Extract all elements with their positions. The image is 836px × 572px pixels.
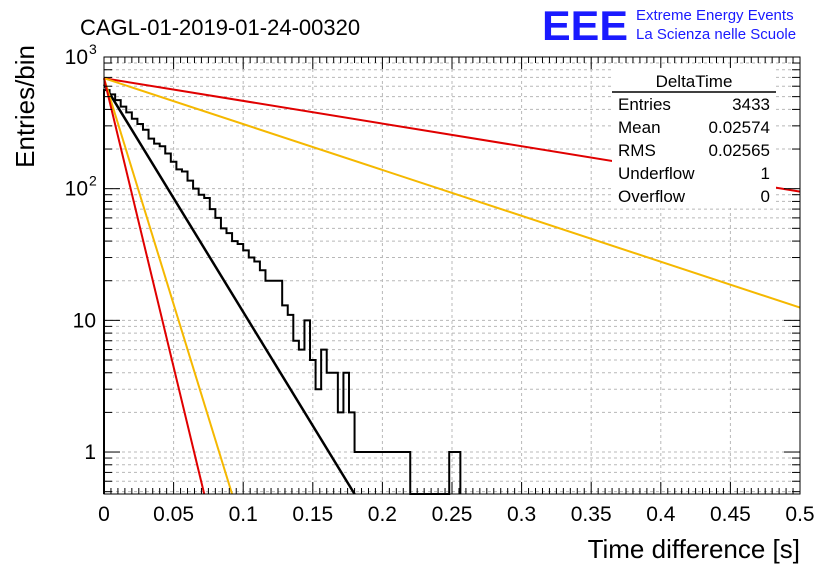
stats-rms-label: RMS (618, 141, 656, 160)
x-tick-label: 0.45 (710, 503, 751, 526)
logo-line-2: La Scienza nelle Scuole (636, 26, 796, 43)
x-tick-label: 0.05 (153, 503, 194, 526)
y-tick-exponent: 3 (89, 41, 97, 57)
x-tick-label: 0.5 (785, 503, 814, 526)
fit-line (103, 77, 206, 495)
x-tick-label: 0.15 (292, 503, 333, 526)
stats-box: DeltaTime Entries 3433 Mean 0.02574 RMS … (612, 68, 776, 208)
x-tick-label: 0.2 (368, 503, 397, 526)
fit-line (103, 77, 801, 309)
x-tick-label: 0 (98, 503, 110, 526)
x-tick-label: 0.3 (507, 503, 536, 526)
y-axis-label: Entries/bin (10, 45, 40, 168)
x-tick-label: 0.4 (646, 503, 676, 526)
stats-entries-value: 3433 (732, 95, 770, 114)
stats-underflow-label: Underflow (618, 164, 695, 183)
y-tick-label: 10 (65, 46, 88, 69)
y-tick-exponent: 2 (89, 173, 97, 189)
grid (104, 57, 800, 494)
histogram-outline (103, 89, 462, 495)
stats-rms-value: 0.02565 (709, 141, 770, 160)
axis-ticks: 0 0.05 0.1 0.15 0.2 0.25 0.3 0.35 0.4 0.45 0.51101… (65, 41, 815, 526)
y-tick-label: 1 (84, 441, 96, 464)
x-tick-label: 0.1 (229, 503, 258, 526)
chart-title: CAGL-01-2019-01-24-00320 (80, 15, 360, 40)
x-tick-label: 0.35 (571, 503, 612, 526)
x-axis-label: Time difference [s] (588, 534, 800, 564)
y-tick-label: 10 (73, 309, 96, 332)
stats-title: DeltaTime (656, 72, 733, 91)
stats-overflow-label: Overflow (618, 187, 686, 206)
fit-line (103, 77, 234, 495)
x-tick-label: 0.25 (432, 503, 473, 526)
stats-mean-label: Mean (618, 118, 661, 137)
histogram (103, 89, 462, 495)
stats-entries-label: Entries (618, 95, 671, 114)
fit-line (102, 83, 356, 495)
stats-mean-value: 0.02574 (709, 118, 770, 137)
logo-line-1: Extreme Energy Events (636, 7, 794, 24)
eee-logo: EEE (542, 2, 628, 49)
y-tick-label: 10 (65, 178, 88, 201)
stats-underflow-value: 1 (761, 164, 770, 183)
stats-overflow-value: 0 (761, 187, 770, 206)
